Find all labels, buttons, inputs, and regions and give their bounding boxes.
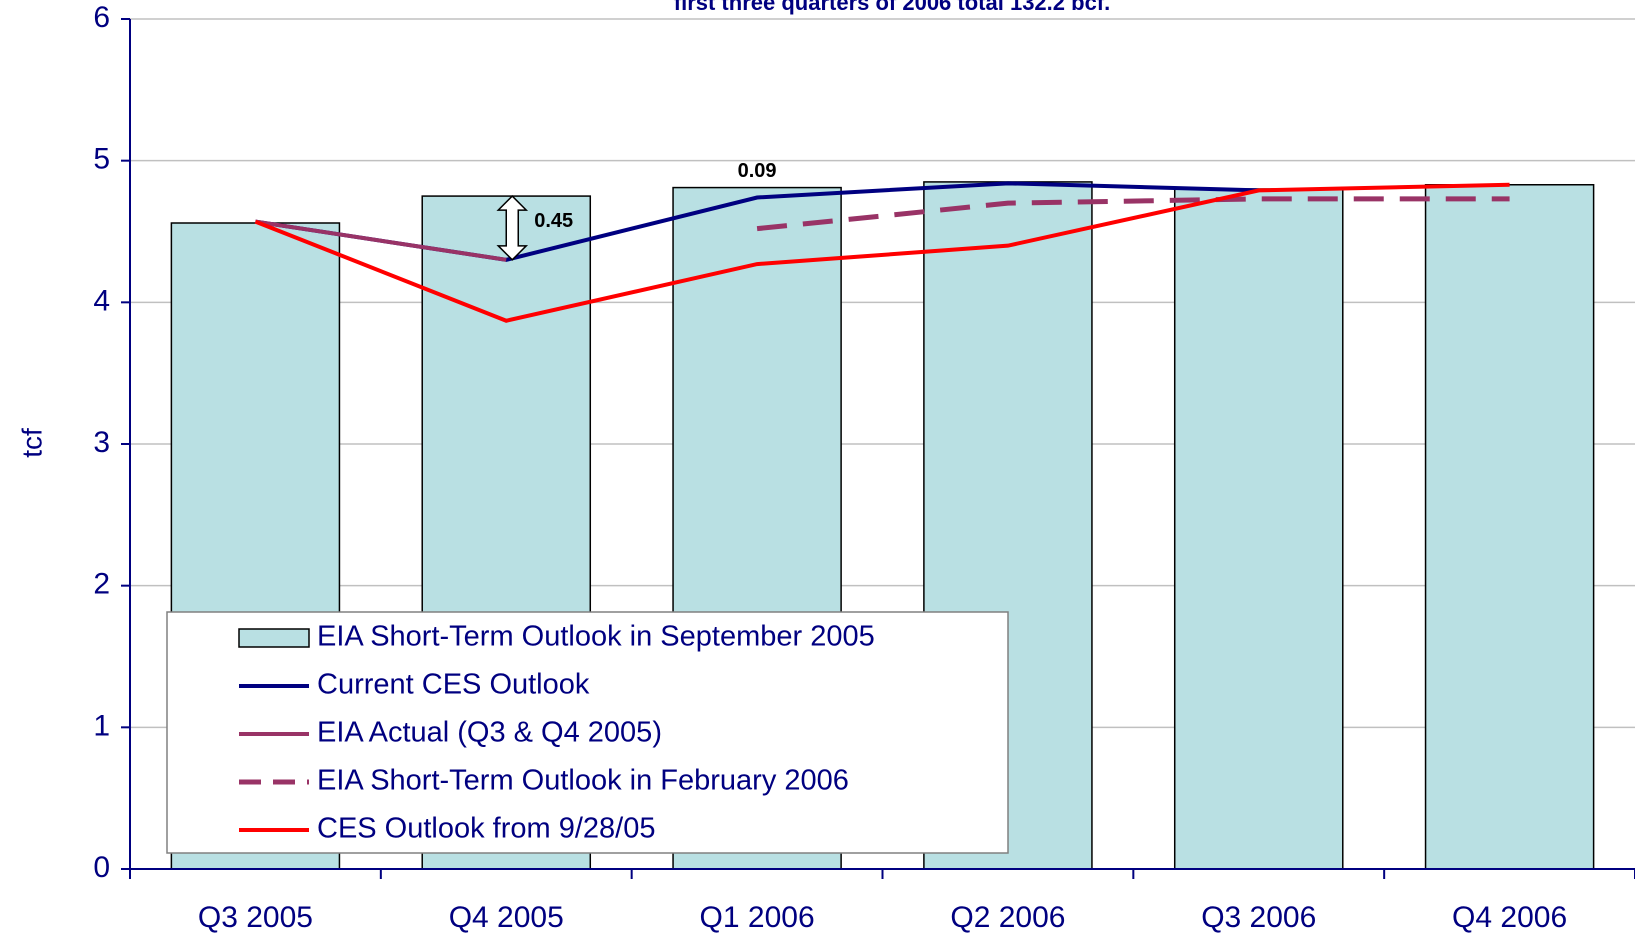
legend: EIA Short-Term Outlook in September 2005… xyxy=(166,611,1009,854)
bar xyxy=(1424,184,1595,870)
annotation: 0.45 xyxy=(534,210,573,232)
y-tick-label: 6 xyxy=(93,1,110,34)
x-tick-label: Q1 2006 xyxy=(700,901,815,934)
y-tick-label: 0 xyxy=(93,851,110,884)
line-series xyxy=(254,182,1510,323)
line-series xyxy=(255,219,507,262)
y-tick-label: 3 xyxy=(93,426,110,459)
annotation: 0.09 xyxy=(738,160,777,182)
x-tick-label: Q4 2005 xyxy=(449,901,564,934)
x-tick-label: Q2 2006 xyxy=(950,901,1065,934)
legend-label: EIA Actual (Q3 & Q4 2005) xyxy=(317,717,662,749)
y-tick-label: 5 xyxy=(93,143,110,176)
y-tick-label: 2 xyxy=(93,568,110,601)
legend-label: Current CES Outlook xyxy=(317,669,590,701)
line-series xyxy=(756,196,1510,232)
x-tick-label: Q3 2006 xyxy=(1201,901,1316,934)
x-tick-label: Q4 2006 xyxy=(1452,901,1567,934)
y-tick-label: 4 xyxy=(93,284,110,317)
legend-swatch xyxy=(238,628,310,648)
bar xyxy=(1173,188,1344,870)
y-tick-label: 1 xyxy=(93,709,110,742)
legend-label: EIA Short-Term Outlook in September 2005 xyxy=(317,621,875,653)
double-arrow xyxy=(496,195,529,261)
legend-label: CES Outlook from 9/28/05 xyxy=(317,813,656,845)
x-tick-label: Q3 2005 xyxy=(198,901,313,934)
legend-label: EIA Short-Term Outlook in February 2006 xyxy=(317,765,849,797)
chart-title: first three quarters of 2006 total 132.2… xyxy=(674,0,1111,15)
y-axis-label: tcf xyxy=(16,428,47,458)
